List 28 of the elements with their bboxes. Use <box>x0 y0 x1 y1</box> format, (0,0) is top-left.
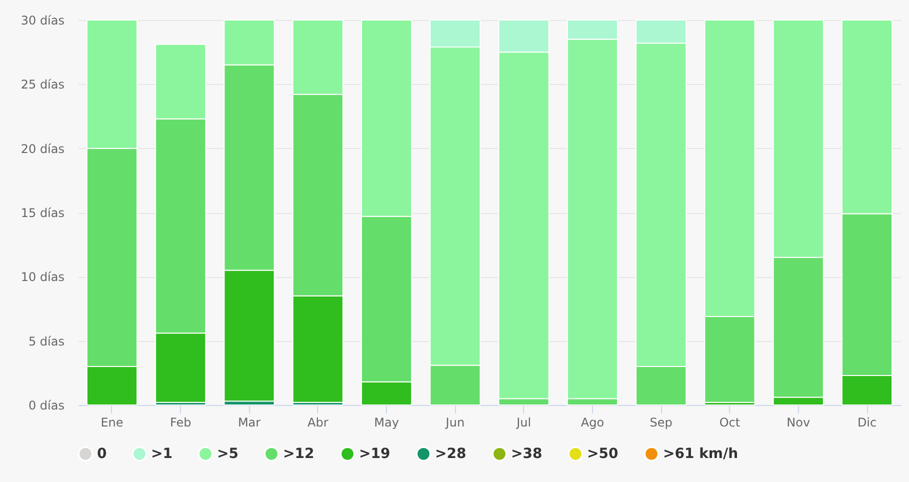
y-tick-label: 10 días <box>20 270 64 284</box>
legend-label: >19 <box>359 446 390 462</box>
x-tick-label: Dic <box>857 416 877 430</box>
x-tick-label: Abr <box>308 416 328 430</box>
legend-label: >61 km/h <box>663 446 738 462</box>
legend-label: >50 <box>587 446 618 462</box>
y-tick-label: 20 días <box>20 142 64 156</box>
x-tick-label: Mar <box>238 416 261 430</box>
x-tick-label: May <box>374 416 399 430</box>
legend-label: >28 <box>435 446 466 462</box>
legend-label: >5 <box>217 446 238 462</box>
x-tick-label: Ago <box>580 416 604 430</box>
legend-label: >38 <box>511 446 542 462</box>
legend-label: 0 <box>97 446 107 462</box>
y-tick-label: 25 días <box>20 78 64 92</box>
y-tick-label: 30 días <box>20 14 64 28</box>
y-tick-label: 5 días <box>28 334 64 348</box>
x-tick-label: Ene <box>100 416 124 430</box>
legend-label: >1 <box>151 446 172 462</box>
y-tick-label: 0 días <box>28 398 64 412</box>
x-tick-label: Oct <box>719 416 740 430</box>
y-tick-label: 15 días <box>20 206 64 220</box>
x-tick-label: Jul <box>516 416 532 430</box>
legend-label: >12 <box>283 446 314 462</box>
x-tick-label: Feb <box>170 416 192 430</box>
x-tick-label: Nov <box>786 416 810 430</box>
x-tick-label: Sep <box>650 416 672 430</box>
x-tick-label: Jun <box>444 416 465 430</box>
